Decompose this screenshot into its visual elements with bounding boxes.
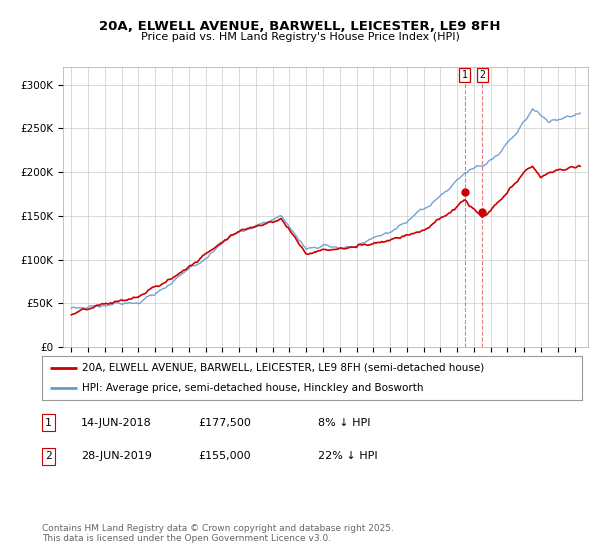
Text: 28-JUN-2019: 28-JUN-2019 <box>81 451 152 461</box>
Text: £155,000: £155,000 <box>198 451 251 461</box>
Text: 1: 1 <box>462 70 467 80</box>
Text: 20A, ELWELL AVENUE, BARWELL, LEICESTER, LE9 8FH (semi-detached house): 20A, ELWELL AVENUE, BARWELL, LEICESTER, … <box>83 363 485 373</box>
Text: 2: 2 <box>45 451 52 461</box>
FancyBboxPatch shape <box>42 356 582 400</box>
Text: 14-JUN-2018: 14-JUN-2018 <box>81 418 152 428</box>
Text: HPI: Average price, semi-detached house, Hinckley and Bosworth: HPI: Average price, semi-detached house,… <box>83 383 424 393</box>
Text: 20A, ELWELL AVENUE, BARWELL, LEICESTER, LE9 8FH: 20A, ELWELL AVENUE, BARWELL, LEICESTER, … <box>99 20 501 32</box>
Text: Price paid vs. HM Land Registry's House Price Index (HPI): Price paid vs. HM Land Registry's House … <box>140 32 460 43</box>
Text: Contains HM Land Registry data © Crown copyright and database right 2025.
This d: Contains HM Land Registry data © Crown c… <box>42 524 394 543</box>
Text: 8% ↓ HPI: 8% ↓ HPI <box>318 418 371 428</box>
Text: 1: 1 <box>45 418 52 428</box>
Text: £177,500: £177,500 <box>198 418 251 428</box>
Text: 2: 2 <box>479 70 485 80</box>
Text: 22% ↓ HPI: 22% ↓ HPI <box>318 451 377 461</box>
